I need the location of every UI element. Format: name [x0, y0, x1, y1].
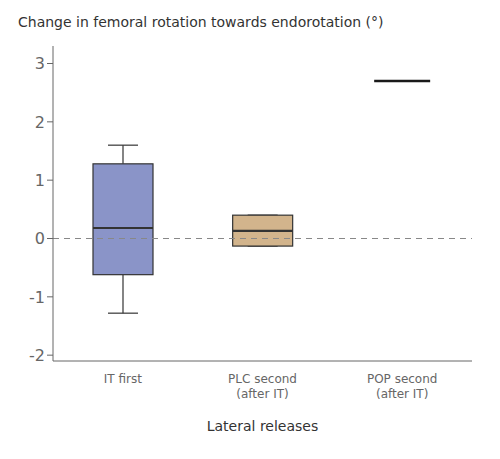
svg-text:2: 2	[35, 113, 45, 132]
svg-text:IT first: IT first	[104, 372, 142, 386]
svg-text:Lateral releases: Lateral releases	[207, 418, 319, 434]
svg-text:-2: -2	[29, 346, 45, 365]
svg-text:PLC second(after IT): PLC second(after IT)	[228, 372, 297, 401]
svg-text:POP second(after IT): POP second(after IT)	[367, 372, 438, 401]
svg-text:1: 1	[35, 171, 45, 190]
svg-text:-1: -1	[29, 288, 45, 307]
svg-text:3: 3	[35, 54, 45, 73]
svg-text:0: 0	[35, 229, 45, 248]
html-text:Change in femoral rotation tow: Change in femoral rotation towards endor…	[18, 14, 384, 30]
